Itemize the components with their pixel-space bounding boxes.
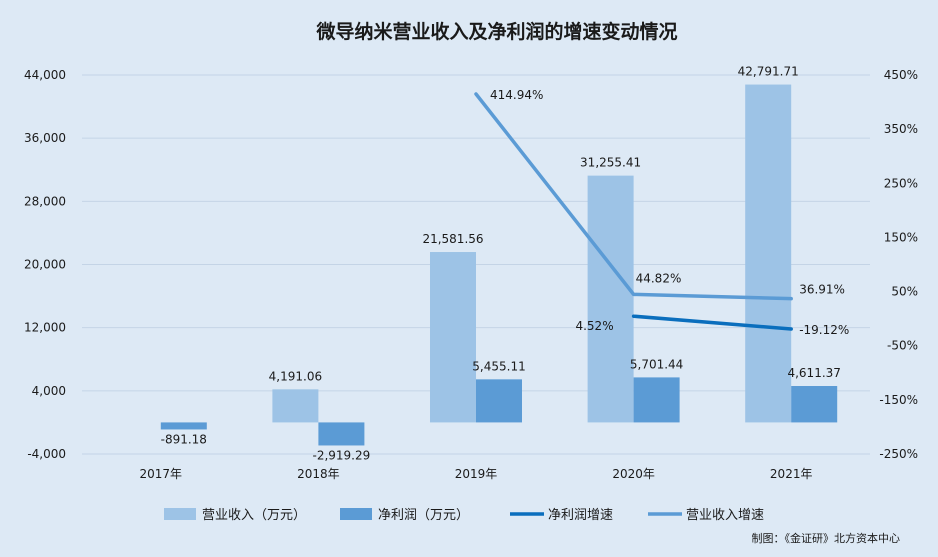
left-tick-label: 28,000 [24, 194, 66, 208]
legend-label: 营业收入（万元） [202, 508, 306, 523]
bar [745, 84, 792, 423]
bar-data-label: 31,255.41 [580, 156, 641, 170]
category-labels: 2017年 2018年 2019年 2020年 2021年 [140, 467, 813, 481]
left-tick-label: 36,000 [24, 131, 66, 145]
line-data-label: 414.94% [490, 88, 543, 102]
right-tick-label: 250% [884, 176, 918, 190]
bars [160, 84, 838, 446]
bar [633, 377, 680, 423]
right-tick-label: 450% [884, 68, 918, 82]
left-axis-ticks: 44,000 36,000 28,000 20,000 12,000 4,000 -4,00… [24, 68, 66, 461]
category-label: 2021年 [770, 467, 813, 481]
left-tick-label: 12,000 [24, 321, 66, 335]
left-tick-label: 44,000 [24, 68, 66, 82]
line-data-label: -19.12% [799, 323, 849, 337]
bar-data-label: 5,701.44 [630, 357, 683, 371]
bar-data-label: 4,191.06 [269, 369, 322, 383]
bar-data-label: 4,611.37 [787, 366, 840, 380]
series-line [631, 314, 793, 331]
legend: 营业收入（万元） 净利润（万元） 净利润增速 营业收入增速 [164, 508, 764, 523]
legend-swatch [164, 508, 196, 520]
category-label: 2018年 [297, 467, 340, 481]
line-data-label: 36.91% [799, 283, 845, 297]
series-line [474, 92, 793, 301]
right-tick-label: -150% [879, 393, 918, 407]
credit-text: 制图：《金证研》北方资本中心 [752, 531, 901, 545]
lines [474, 92, 793, 331]
left-tick-label: -4,000 [27, 447, 66, 461]
right-tick-label: -250% [879, 447, 918, 461]
legend-swatch [340, 508, 372, 520]
legend-label: 净利润增速 [548, 508, 613, 523]
bar [791, 386, 838, 423]
data-labels: 4,191.06 21,581.56 31,255.41 42,791.71 -891.… [161, 65, 850, 463]
line-data-label: 44.82% [636, 271, 682, 285]
bar [476, 379, 522, 423]
right-tick-label: 350% [884, 122, 918, 136]
bar [160, 422, 207, 430]
right-tick-label: -50% [887, 339, 918, 353]
bar [272, 389, 319, 423]
chart-title: 微导纳米营业收入及净利润的增速变动情况 [315, 20, 677, 43]
bar-data-label: 42,791.71 [738, 65, 799, 79]
category-label: 2017年 [140, 467, 183, 481]
right-tick-label: 50% [891, 285, 918, 299]
left-tick-label: 20,000 [24, 258, 66, 272]
bar-data-label: 21,581.56 [422, 232, 483, 246]
right-axis-ticks: 450% 350% 250% 150% 50% -50% -150% -250% [879, 68, 918, 461]
bar-data-label: -891.18 [161, 432, 207, 446]
right-tick-label: 150% [884, 230, 918, 244]
legend-label: 营业收入增速 [686, 508, 764, 523]
bar [587, 175, 634, 423]
left-tick-label: 4,000 [32, 384, 66, 398]
bar [430, 252, 476, 423]
line-data-label: 4.52% [575, 319, 613, 333]
bar [318, 422, 365, 446]
legend-label: 净利润（万元） [378, 508, 469, 523]
category-label: 2020年 [612, 467, 655, 481]
bar-data-label: 5,455.11 [472, 359, 525, 373]
category-label: 2019年 [455, 467, 498, 481]
bar-data-label: -2,919.29 [313, 448, 371, 462]
